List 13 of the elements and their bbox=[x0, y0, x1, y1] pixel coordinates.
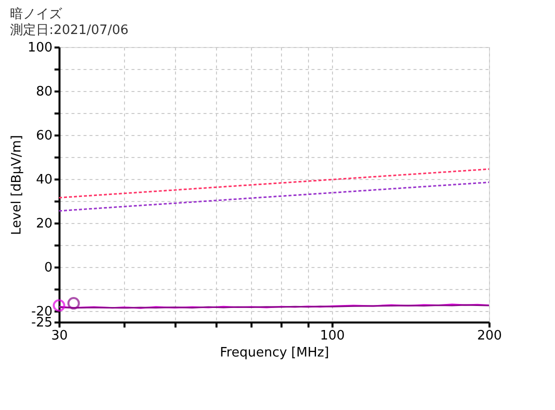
y-tick-label: 100 bbox=[28, 40, 52, 56]
x-tick-label: 30 bbox=[51, 328, 68, 344]
x-tick-label: 200 bbox=[477, 328, 502, 344]
chart-subtitle: 測定日:2021/07/06 bbox=[10, 23, 128, 38]
y-axis-title: Level [dBμV/m] bbox=[10, 135, 25, 235]
chart-title: 暗ノイズ bbox=[10, 7, 64, 22]
y-tick-label: 60 bbox=[36, 128, 52, 144]
x-tick-label: 100 bbox=[320, 328, 345, 344]
y-tick-label: 40 bbox=[36, 172, 52, 188]
y-tick-label: 20 bbox=[36, 216, 52, 232]
x-axis-title: Frequency [MHz] bbox=[220, 346, 330, 360]
y-tick-label: 80 bbox=[36, 84, 52, 100]
y-tick-label: 0 bbox=[44, 260, 52, 276]
